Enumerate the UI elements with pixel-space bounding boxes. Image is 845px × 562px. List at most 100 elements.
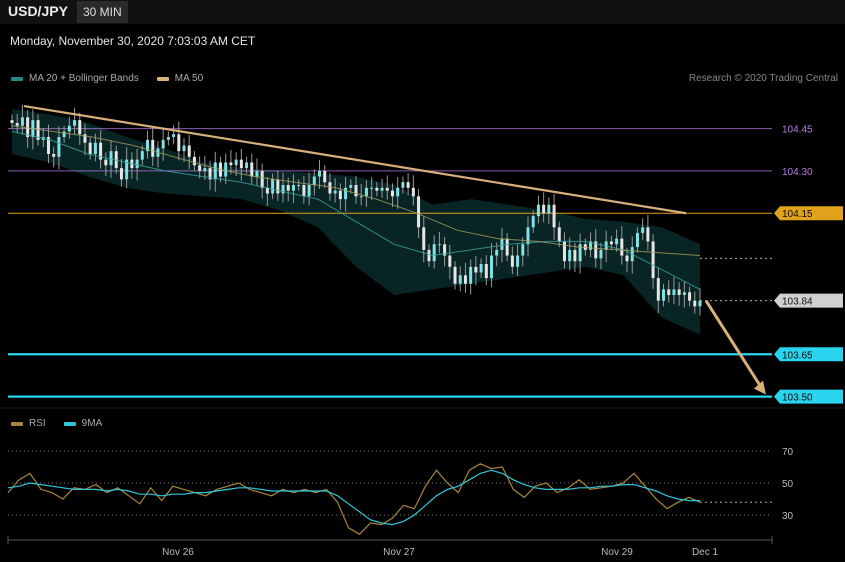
rsi-tick-label: 50: [782, 479, 794, 490]
candle-body: [234, 159, 238, 166]
rsi-ma-line: [7, 469, 700, 526]
candle-body: [453, 266, 457, 284]
candle-body: [641, 227, 645, 233]
candle-body: [229, 162, 233, 166]
candle-body: [328, 182, 332, 194]
candle-body: [192, 156, 196, 166]
candle-body: [380, 187, 384, 191]
candle-body: [166, 137, 170, 140]
candle-body: [15, 122, 19, 126]
candle-body: [495, 249, 499, 256]
candle-body: [140, 151, 144, 160]
candle-body: [667, 289, 671, 296]
candle-body: [370, 187, 374, 189]
research-credit: Research © 2020 Trading Central: [688, 73, 838, 84]
chart-datetime: Monday, November 30, 2020 7:03:03 AM CET: [10, 34, 256, 48]
candle-body: [364, 187, 368, 197]
candle-body: [375, 187, 379, 191]
candle-body: [516, 255, 520, 267]
price-lines: [8, 128, 772, 398]
candle-body: [505, 238, 509, 256]
candle-body: [271, 179, 275, 194]
candle-body: [73, 120, 77, 126]
candle-body: [443, 244, 447, 256]
candle-body: [93, 142, 97, 154]
time-tick-label: Nov 27: [383, 547, 415, 558]
candle-body: [536, 204, 540, 217]
rsi-panel: 70 50 30: [7, 447, 794, 535]
rsi-legend-label: RSI: [29, 418, 46, 429]
candle-body: [172, 134, 176, 138]
candle-body: [682, 292, 686, 296]
candle-body: [417, 196, 421, 228]
candle-body: [448, 255, 452, 267]
candle-body: [46, 137, 50, 154]
rsi-tick-label: 30: [782, 511, 794, 522]
candle-body: [547, 204, 551, 214]
rsi-ma-legend-label: 9MA: [81, 418, 103, 429]
candle-body: [208, 168, 212, 180]
candle-body: [281, 185, 285, 194]
candle-body: [609, 241, 613, 245]
candle-body: [463, 275, 467, 284]
rsi-line: [7, 463, 701, 535]
candle-body: [338, 190, 342, 200]
price-tag-104-15: [774, 206, 843, 221]
candle-body: [297, 185, 301, 187]
candle-body: [245, 162, 249, 169]
candle-body: [36, 120, 40, 140]
candle-body: [88, 142, 92, 154]
projection-arrow-head: [754, 380, 766, 395]
candle-body: [52, 153, 56, 157]
candle-body: [265, 187, 269, 194]
price-label-103-65: 103.65: [782, 350, 813, 361]
candle-body: [333, 190, 337, 194]
timeframe-badge[interactable]: 30 MIN: [77, 1, 128, 23]
candle-body: [125, 159, 129, 180]
candle-body: [672, 289, 676, 296]
symbol-title: USD/JPY: [8, 3, 68, 19]
candle-body: [307, 185, 311, 197]
candle-body: [698, 300, 702, 307]
candle-body: [260, 170, 264, 188]
resistance-trendline: [23, 104, 687, 215]
candle-body: [625, 255, 629, 262]
price-labels: 104.45 104.30 104.15 103.84 103.65 103.50: [774, 125, 843, 404]
candle-body: [10, 120, 14, 123]
candle-body: [396, 187, 400, 197]
candle-body: [521, 244, 525, 256]
candle-body: [390, 190, 394, 197]
candle-body: [26, 117, 30, 138]
candle-body: [500, 238, 504, 250]
candle-body: [406, 182, 410, 188]
ma20-swatch: [11, 76, 23, 81]
candle-body: [427, 249, 431, 262]
projection-arrow-shaft: [704, 299, 764, 390]
candle-body: [302, 185, 306, 197]
candle-body: [589, 241, 593, 250]
candle-body: [479, 264, 483, 273]
candle-body: [526, 227, 530, 245]
price-label-103-50: 103.50: [782, 393, 813, 404]
candle-body: [573, 249, 577, 262]
candle-body: [203, 168, 207, 171]
last-price-label: 103.84: [782, 297, 813, 308]
time-axis: Nov 26 Nov 27 Nov 29 Dec 1: [7, 536, 773, 558]
candle-body: [146, 139, 150, 152]
candle-body: [568, 249, 572, 262]
time-tick-label: Nov 26: [162, 547, 194, 558]
candle-body: [651, 241, 655, 279]
candle-body: [484, 264, 488, 279]
time-tick-label: Dec 1: [692, 547, 719, 558]
candle-body: [276, 179, 280, 194]
rsi-legend: RSI 9MA: [11, 418, 120, 429]
candle-body: [213, 162, 217, 180]
candle-body: [656, 278, 660, 301]
candle-body: [359, 196, 363, 198]
candle-body: [437, 244, 441, 246]
candle-body: [677, 289, 681, 296]
candle-body: [510, 255, 514, 267]
candle-body: [198, 165, 202, 171]
candle-body: [490, 255, 494, 279]
